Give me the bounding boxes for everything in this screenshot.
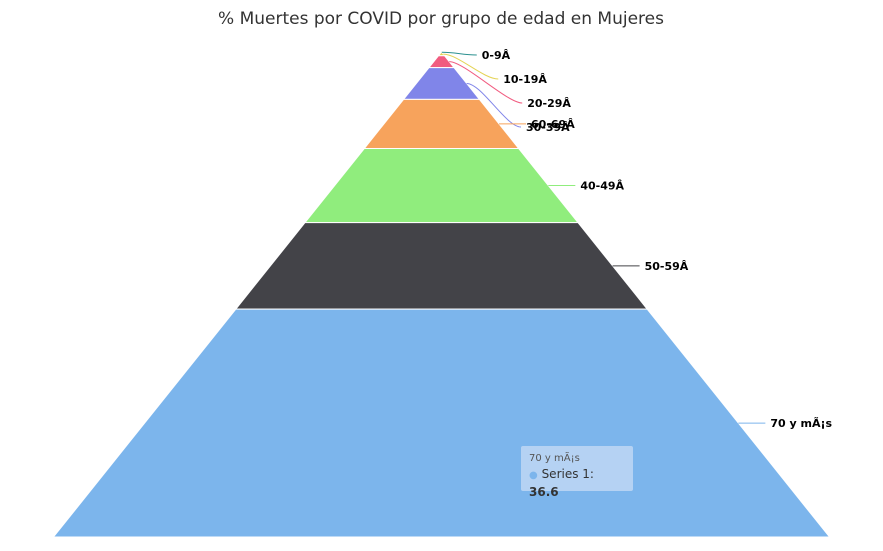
chart-tooltip: 70 y mÃ¡s ● Series 1: 36.6 bbox=[520, 445, 634, 499]
pyramid-segments bbox=[52, 51, 831, 538]
chart-title: % Muertes por COVID por grupo de edad en… bbox=[218, 9, 664, 29]
segment-connector bbox=[466, 82, 522, 128]
segment-connector bbox=[443, 53, 499, 80]
tooltip-series-label: Series 1: bbox=[541, 467, 594, 481]
segment-connector bbox=[441, 51, 477, 56]
segment-label: 60-69Â bbox=[531, 118, 575, 131]
segment-label: 40-49Â bbox=[580, 180, 624, 193]
segment-label: 70 y mÃ¡s bbox=[770, 417, 832, 430]
segment-connector bbox=[449, 61, 523, 104]
segment-label: 50-59Â bbox=[645, 260, 689, 273]
tooltip-value: 36.6 bbox=[529, 485, 559, 499]
segment-label: 0-9Â bbox=[482, 49, 511, 62]
pyramid-segment[interactable] bbox=[303, 148, 580, 224]
pyramid-segment[interactable] bbox=[234, 222, 649, 310]
tooltip-header: 70 y mÃ¡s bbox=[529, 453, 580, 464]
segment-label: 10-19Â bbox=[503, 73, 547, 86]
series-dot-icon: ● bbox=[529, 470, 538, 481]
tooltip-row: ● Series 1: 36.6 bbox=[529, 466, 625, 501]
pyramid-segment[interactable] bbox=[52, 308, 831, 538]
segment-label: 20-29Â bbox=[527, 97, 571, 110]
segment-label: 30-39Â bbox=[526, 121, 570, 134]
